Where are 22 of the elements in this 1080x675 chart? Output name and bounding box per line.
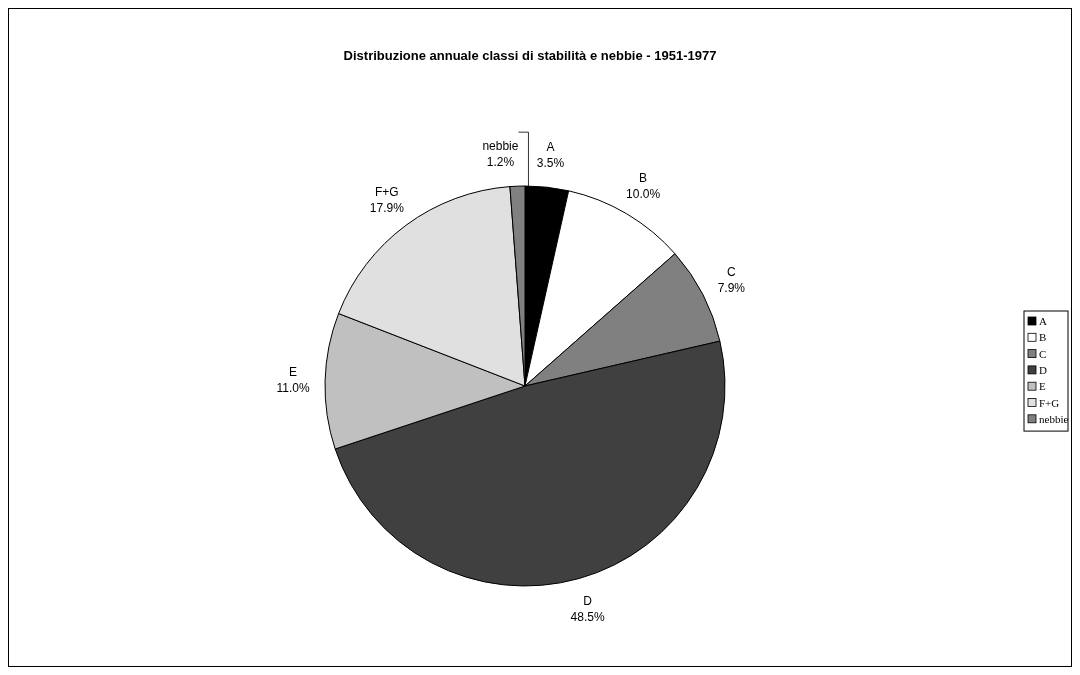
chart-title: Distribuzione annuale classi di stabilità e nebbie - 1951-1977 (343, 48, 717, 63)
legend-label: nebbie (1039, 412, 1069, 425)
slice-label: E (289, 365, 298, 380)
legend-label: B (1039, 331, 1047, 344)
legend-label: A (1039, 315, 1047, 327)
data-label: 17.9% (369, 200, 405, 215)
slice-label: C (727, 265, 737, 280)
slice-label: B (639, 171, 648, 186)
legend-label: C (1039, 347, 1047, 360)
data-label: 1.2% (486, 155, 515, 170)
slice-label: A (546, 140, 555, 155)
slice-label: F+G (375, 184, 399, 199)
legend-label: F+G (1039, 396, 1060, 409)
data-label: 11.0% (276, 381, 310, 396)
data-label: 3.5% (536, 156, 565, 171)
legend-label: D (1039, 363, 1047, 376)
data-label: 7.9% (717, 281, 746, 296)
slice-label: nebbie (482, 139, 519, 154)
data-label: 10.0% (626, 187, 661, 202)
data-label: 48.5% (570, 610, 605, 625)
legend-label: E (1039, 380, 1046, 393)
slice-label: D (583, 594, 593, 609)
